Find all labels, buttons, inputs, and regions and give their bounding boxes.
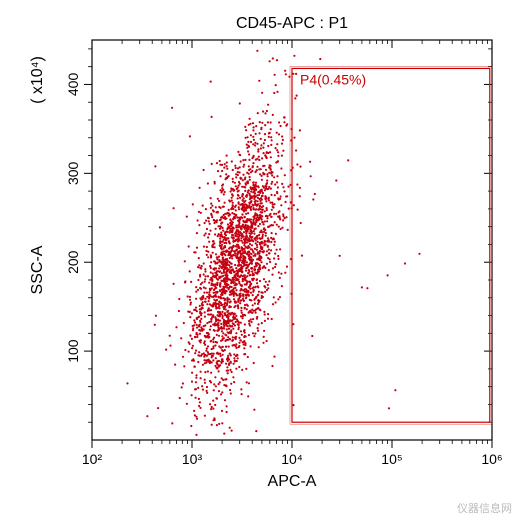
x-tick-label: 10² bbox=[82, 451, 103, 467]
x-tick-label: 10⁵ bbox=[381, 451, 402, 467]
chart-svg: CD45-APC : P1 10² 10³ 10⁴ 10⁵ 10⁶ 100 200 300 400… bbox=[0, 0, 520, 520]
chart-title: CD45-APC : P1 bbox=[236, 15, 348, 32]
y-axis-title: SSC-A bbox=[29, 245, 46, 294]
x-tick-label: 10⁶ bbox=[481, 451, 502, 467]
x-tick-label: 10⁴ bbox=[281, 451, 303, 467]
x-tick-label: 10³ bbox=[182, 451, 203, 467]
y-tick-label: 300 bbox=[65, 161, 81, 185]
gate-label: P4(0.45%) bbox=[300, 71, 366, 87]
watermark: 仪器信息网 bbox=[457, 501, 512, 515]
y-tick-label: 200 bbox=[65, 250, 81, 274]
flow-cytometry-scatter: CD45-APC : P1 10² 10³ 10⁴ 10⁵ 10⁶ 100 200 300 400… bbox=[0, 0, 520, 520]
y-tick-label: 100 bbox=[65, 339, 81, 363]
x-axis-title: APC-A bbox=[268, 473, 317, 490]
y-axis-units: ( x10⁴) bbox=[29, 56, 46, 104]
y-tick-label: 400 bbox=[65, 73, 81, 97]
